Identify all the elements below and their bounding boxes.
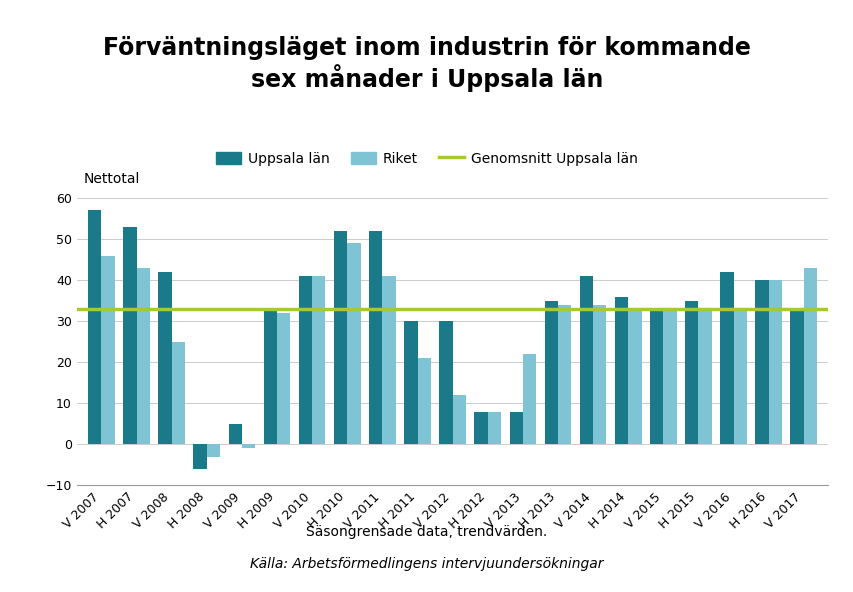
Legend: Uppsala län, Riket, Genomsnitt Uppsala län: Uppsala län, Riket, Genomsnitt Uppsala l…	[216, 152, 637, 166]
Bar	[684, 301, 698, 445]
Bar	[579, 276, 592, 445]
Bar	[438, 321, 452, 445]
Bar	[649, 309, 663, 445]
Bar	[544, 301, 557, 445]
Bar	[171, 342, 185, 445]
Bar	[614, 297, 628, 445]
Bar	[241, 445, 255, 449]
Bar	[206, 445, 220, 456]
Bar	[768, 280, 781, 445]
Text: Förväntningsläget inom industrin för kommande
sex månader i Uppsala län: Förväntningsläget inom industrin för kom…	[103, 36, 750, 92]
Bar	[403, 321, 417, 445]
Bar	[522, 354, 536, 445]
Text: Källa: Arbetsförmedlingens intervjuundersökningar: Källa: Arbetsförmedlingens intervjuunder…	[250, 557, 603, 571]
Bar	[312, 276, 325, 445]
Bar	[698, 309, 711, 445]
Bar	[557, 305, 571, 445]
Bar	[473, 411, 487, 445]
Bar	[136, 268, 150, 445]
Bar	[123, 227, 136, 445]
Bar	[803, 268, 816, 445]
Bar	[733, 309, 746, 445]
Text: Nettotal: Nettotal	[84, 172, 140, 186]
Bar	[754, 280, 768, 445]
Bar	[158, 272, 171, 445]
Text: Säsongrensade data, trendvärden.: Säsongrensade data, trendvärden.	[306, 525, 547, 539]
Bar	[299, 276, 312, 445]
Bar	[88, 210, 102, 445]
Bar	[628, 309, 641, 445]
Bar	[264, 309, 276, 445]
Bar	[229, 424, 241, 445]
Bar	[102, 256, 114, 445]
Bar	[368, 231, 382, 445]
Bar	[334, 231, 347, 445]
Bar	[790, 309, 803, 445]
Bar	[509, 411, 522, 445]
Bar	[194, 445, 206, 469]
Bar	[347, 243, 360, 445]
Bar	[592, 305, 606, 445]
Bar	[276, 313, 290, 445]
Bar	[719, 272, 733, 445]
Bar	[382, 276, 395, 445]
Bar	[663, 309, 676, 445]
Bar	[417, 358, 431, 445]
Bar	[487, 411, 501, 445]
Bar	[452, 395, 466, 445]
